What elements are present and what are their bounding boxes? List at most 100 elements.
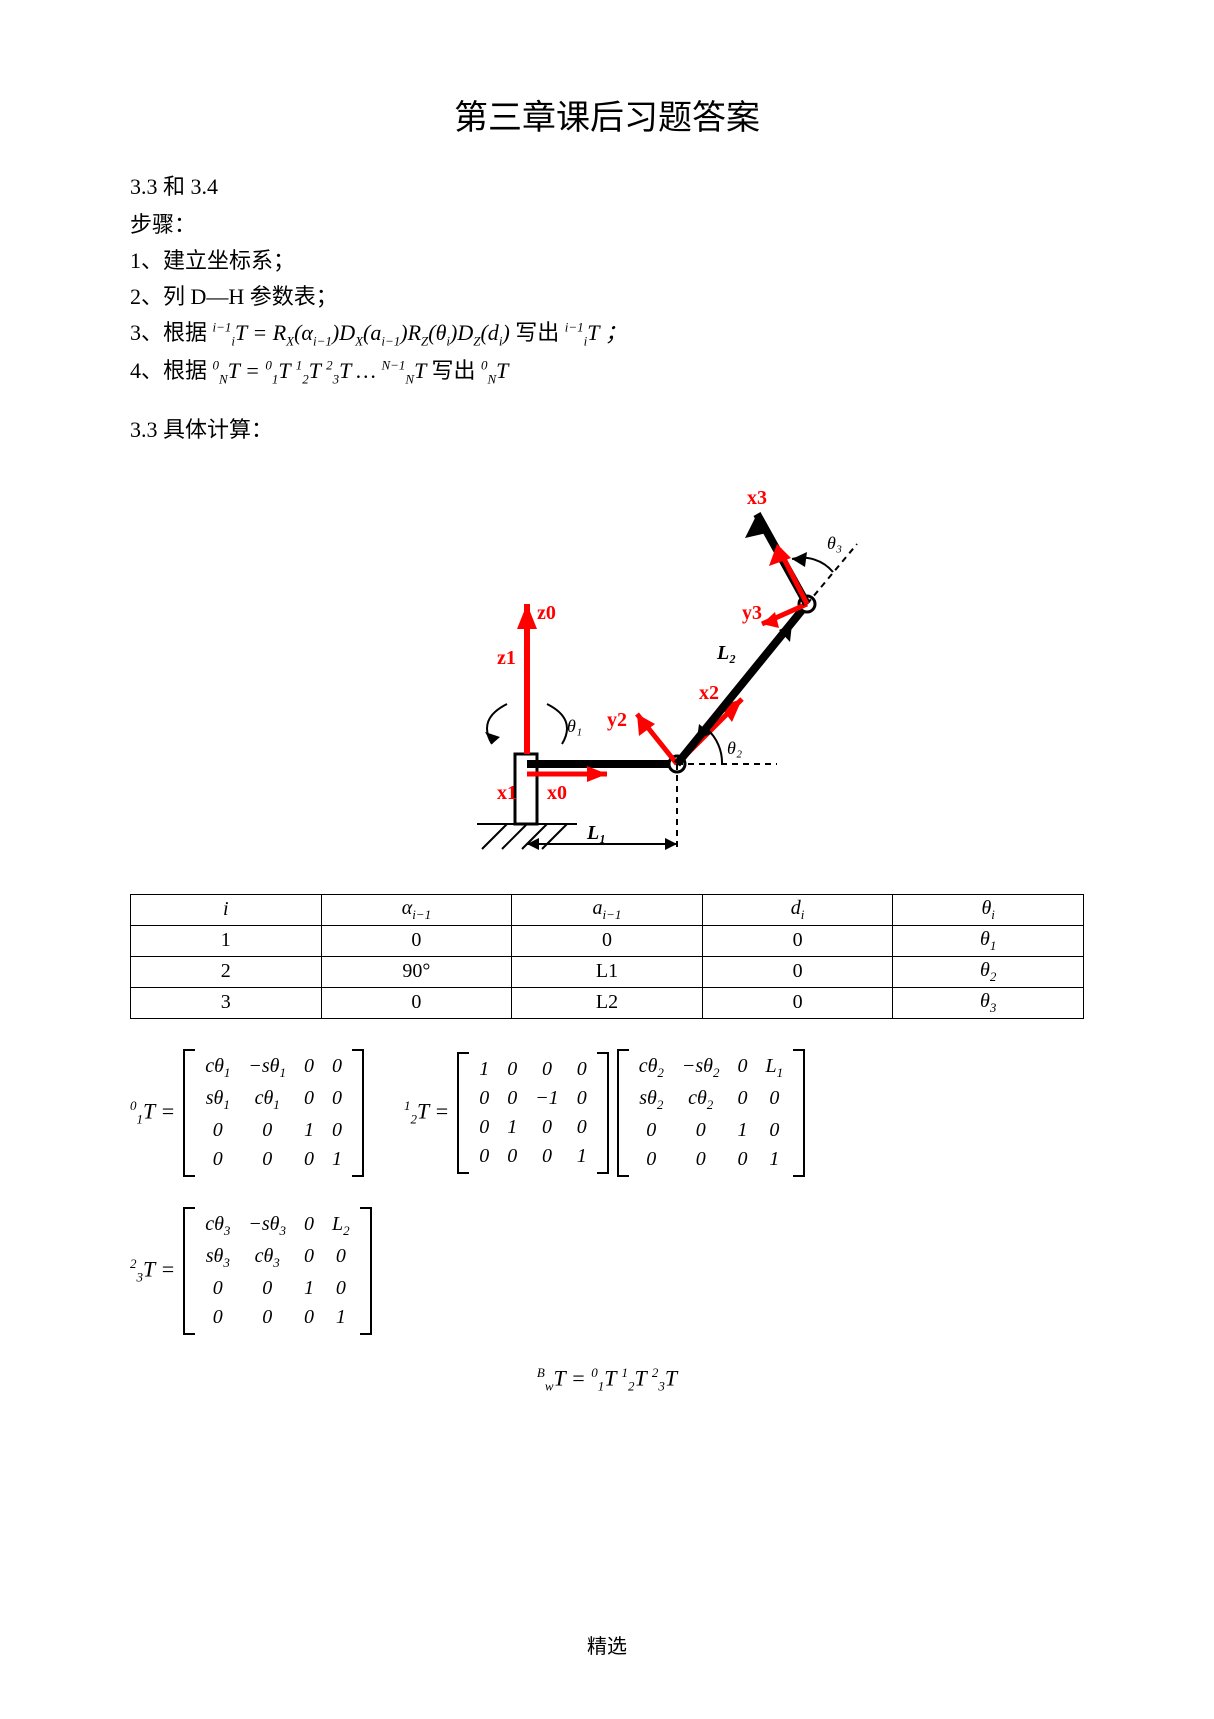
col-alpha: α xyxy=(402,897,413,919)
matrix-cell: sθ3 xyxy=(205,1245,230,1271)
matrix-cell: 0 xyxy=(248,1277,286,1300)
matrix-cell: 0 xyxy=(507,1058,517,1081)
matrix-cell: 0 xyxy=(304,1245,314,1271)
col-a: a xyxy=(593,897,603,919)
matrix-cell: −sθ3 xyxy=(248,1213,286,1239)
robot-diagram: θ₁ z0 z1 x1 x0 y2 x2 xyxy=(130,454,1084,884)
matrix-cell: cθ3 xyxy=(248,1245,286,1271)
matrix-cell: 0 xyxy=(205,1277,230,1300)
step-4-suffix: 写出 xyxy=(431,358,475,383)
subsection-heading: 3.3 具体计算： xyxy=(130,412,1084,444)
table-row: 3 0 L2 0 θ3 xyxy=(131,987,1084,1018)
matrix-cell: 0 xyxy=(248,1306,286,1329)
matrix-cell: 1 xyxy=(479,1058,489,1081)
step-3-prefix: 3、根据 xyxy=(130,320,207,345)
col-d: d xyxy=(791,897,801,919)
matrix-t12-a: 100000−1001000001 xyxy=(457,1052,609,1174)
section-heading: 3.3 和 3.4 xyxy=(130,169,1084,201)
t12-label: 12T = xyxy=(404,1098,449,1128)
matrices-block: 01T = cθ1−sθ100sθ1cθ10000100001 12T = 10… xyxy=(130,1049,1084,1395)
matrix-cell: 0 xyxy=(766,1087,784,1113)
table-row: 1 0 0 0 θ1 xyxy=(131,925,1084,956)
t01-label: 01T = xyxy=(130,1098,175,1128)
x2-label: x2 xyxy=(699,682,719,704)
steps-label: 步骤： xyxy=(130,207,1084,239)
step-2: 2、列 D—H 参数表； xyxy=(130,279,1084,311)
matrix-cell: 0 xyxy=(738,1148,748,1171)
matrix-cell: 0 xyxy=(248,1119,286,1142)
matrix-cell: L2 xyxy=(332,1213,350,1239)
z1-label: z1 xyxy=(497,647,516,669)
matrix-row-1: 01T = cθ1−sθ100sθ1cθ10000100001 12T = 10… xyxy=(130,1049,1084,1177)
matrix-cell: 0 xyxy=(507,1087,517,1110)
matrix-cell: 0 xyxy=(304,1213,314,1239)
matrix-cell: 0 xyxy=(205,1148,230,1171)
y3-label: y3 xyxy=(742,602,762,624)
matrix-cell: 0 xyxy=(738,1055,748,1081)
y2-label: y2 xyxy=(607,709,627,731)
matrix-cell: 1 xyxy=(304,1277,314,1300)
matrix-cell: 0 xyxy=(682,1148,720,1171)
final-equation: BwT = 01T 12T 23T xyxy=(130,1365,1084,1395)
matrix-cell: 1 xyxy=(766,1148,784,1171)
matrix-t01: cθ1−sθ100sθ1cθ10000100001 xyxy=(183,1049,364,1177)
matrix-cell: 0 xyxy=(304,1055,314,1081)
matrix-cell: 0 xyxy=(577,1087,587,1110)
matrix-cell: 0 xyxy=(535,1145,559,1168)
matrix-cell: 0 xyxy=(738,1087,748,1113)
matrix-cell: 0 xyxy=(479,1145,489,1168)
matrix-cell: 1 xyxy=(304,1119,314,1142)
dh-parameter-table: i αi−1 ai−1 di θi 1 0 0 0 θ1 2 90° L1 0 … xyxy=(130,894,1084,1019)
matrix-cell: −sθ2 xyxy=(682,1055,720,1081)
l2-label: L₂ xyxy=(716,642,736,664)
table-header-row: i αi−1 ai−1 di θi xyxy=(131,894,1084,925)
theta1-label: θ₁ xyxy=(567,716,582,736)
diagram-svg: θ₁ z0 z1 x1 x0 y2 x2 xyxy=(347,454,867,884)
matrix-cell: 0 xyxy=(205,1306,230,1329)
theta3-label: θ₃ xyxy=(827,533,842,553)
matrix-cell: 0 xyxy=(535,1058,559,1081)
step-4-prefix: 4、根据 xyxy=(130,358,207,383)
col-theta: θ xyxy=(981,897,991,919)
t23-label: 23T = xyxy=(130,1256,175,1286)
matrix-cell: −1 xyxy=(535,1087,559,1110)
matrix-row-2: 23T = cθ3−sθ30L2sθ3cθ30000100001 xyxy=(130,1207,1084,1335)
matrix-t12-b: cθ2−sθ20L1sθ2cθ20000100001 xyxy=(617,1049,805,1177)
step-1: 1、建立坐标系； xyxy=(130,243,1084,275)
matrix-cell: L1 xyxy=(766,1055,784,1081)
matrix-cell: 0 xyxy=(639,1119,664,1142)
matrix-cell: sθ2 xyxy=(639,1087,664,1113)
matrix-cell: sθ1 xyxy=(205,1087,230,1113)
matrix-t23: cθ3−sθ30L2sθ3cθ30000100001 xyxy=(183,1207,371,1335)
matrix-cell: cθ2 xyxy=(639,1055,664,1081)
x0-label: x0 xyxy=(547,782,567,804)
matrix-cell: 0 xyxy=(332,1277,350,1300)
matrix-cell: 0 xyxy=(304,1148,314,1171)
theta2-label: θ₂ xyxy=(727,738,742,758)
matrix-cell: 0 xyxy=(248,1148,286,1171)
matrix-cell: 0 xyxy=(577,1116,587,1139)
matrix-cell: −sθ1 xyxy=(248,1055,286,1081)
col-i: i xyxy=(223,898,229,920)
z0-label: z0 xyxy=(537,602,556,624)
matrix-cell: 0 xyxy=(332,1087,342,1113)
step-4: 4、根据 0NT = 01T 12T 23T … N−1NT 写出 0NT xyxy=(130,353,1084,387)
page: 第三章课后习题答案 3.3 和 3.4 步骤： 1、建立坐标系； 2、列 D—H… xyxy=(0,0,1214,1719)
matrix-cell: 1 xyxy=(577,1145,587,1168)
matrix-cell: 0 xyxy=(577,1058,587,1081)
page-footer: 精选 xyxy=(0,1630,1214,1659)
matrix-cell: 0 xyxy=(205,1119,230,1142)
matrix-cell: cθ1 xyxy=(205,1055,230,1081)
l1-label: L₁ xyxy=(586,822,606,844)
matrix-cell: 0 xyxy=(535,1116,559,1139)
matrix-cell: cθ3 xyxy=(205,1213,230,1239)
matrix-cell: 0 xyxy=(332,1119,342,1142)
step-3: 3、根据 i−1iT = RX(αi−1)DX(ai−1)RZ(θi)DZ(di… xyxy=(130,315,1084,349)
matrix-cell: 1 xyxy=(507,1116,517,1139)
matrix-cell: 0 xyxy=(639,1148,664,1171)
matrix-cell: 0 xyxy=(304,1087,314,1113)
matrix-cell: 0 xyxy=(479,1116,489,1139)
matrix-cell: cθ2 xyxy=(682,1087,720,1113)
matrix-cell: 1 xyxy=(738,1119,748,1142)
x1-label: x1 xyxy=(497,782,517,804)
